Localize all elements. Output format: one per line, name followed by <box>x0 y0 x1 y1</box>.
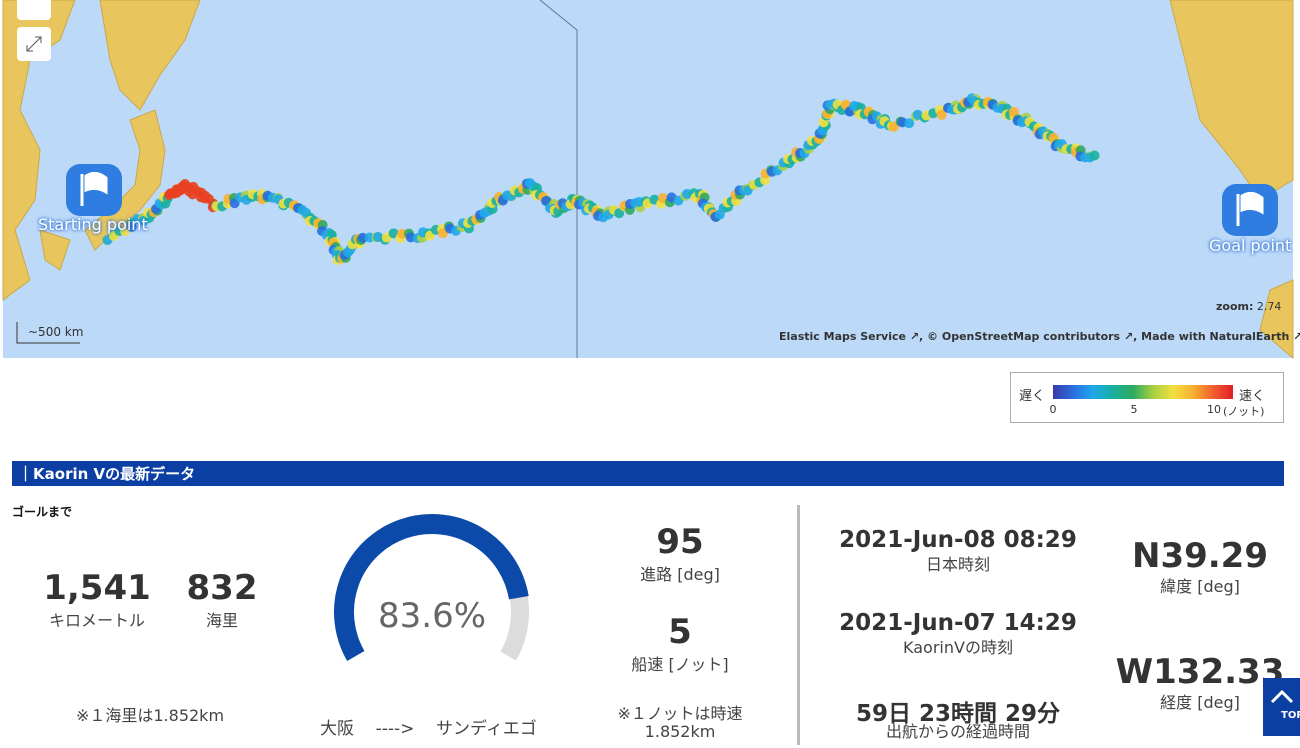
attribution-link[interactable]: , © OpenStreetMap contributors <box>919 330 1121 343</box>
boat-time: 2021-Jun-07 14:29 <box>839 610 1077 636</box>
scale-label: ~500 km <box>28 325 84 339</box>
track-point <box>888 121 899 132</box>
land <box>1259 279 1294 360</box>
top-label: TOP <box>1281 710 1300 721</box>
attribution-link[interactable]: , Made with NaturalEarth <box>1133 330 1290 343</box>
map <box>2 0 1294 360</box>
track-point <box>126 222 137 232</box>
legend-slow: 遅く <box>1019 389 1046 404</box>
elapsed-label: 出航からの経過時間 <box>885 722 1031 741</box>
latitude: N39.29 <box>1132 536 1268 576</box>
goal-label: Goal point <box>1209 236 1292 255</box>
land <box>39 229 71 271</box>
distance-nm: 832 <box>186 568 258 608</box>
course-label: 進路 [deg] <box>640 565 720 584</box>
zoom-value: 2.74 <box>1256 300 1282 313</box>
icon <box>26 36 42 52</box>
speed-label: 船速 [ノット] <box>631 655 729 674</box>
jst-label: 日本時刻 <box>925 555 991 574</box>
section-title: Kaorin Vの最新データ <box>33 465 196 483</box>
ocean <box>3 0 1293 358</box>
attribution-link[interactable]: Elastic Maps Service <box>779 330 906 343</box>
start-marker <box>66 164 122 216</box>
legend-tick: 5 <box>1130 403 1138 416</box>
arrow: ----> <box>375 719 415 739</box>
track-point <box>936 109 947 120</box>
elapsed-time: 59日 23時間 29分 <box>855 701 1061 727</box>
jst-time: 2021-Jun-08 08:29 <box>839 527 1077 553</box>
divider <box>797 505 800 745</box>
zoom-label: zoom: <box>1216 300 1254 313</box>
scale-bar <box>16 322 80 344</box>
progress-label: 83.6% <box>377 596 487 636</box>
note: ※１海里は1.852km <box>75 706 225 725</box>
section-header: ｜Kaorin Vの最新データ <box>12 461 1284 486</box>
legend-unit: (ノット) <box>1223 405 1265 418</box>
legend-tick: 0 <box>1049 403 1057 416</box>
track-point <box>1089 150 1100 161</box>
course-value: 95 <box>656 522 704 562</box>
icon <box>80 171 108 206</box>
boat-label: KaorinVの時刻 <box>903 638 1013 657</box>
distance-nm-label: 海里 <box>205 611 239 630</box>
land <box>99 0 201 111</box>
start-label: Starting point <box>38 215 148 234</box>
to: サンディエゴ <box>436 719 537 739</box>
dateline <box>539 0 578 31</box>
track-point <box>1008 106 1019 117</box>
distance-km-label: キロメートル <box>48 611 146 630</box>
distance-km: 1,541 <box>43 568 151 608</box>
progress-gauge <box>334 514 529 661</box>
note: 1.852km <box>644 722 716 741</box>
legend-fast: 速く <box>1239 389 1266 404</box>
goal-marker <box>1222 184 1278 236</box>
icon <box>1270 689 1294 704</box>
gauge-value <box>334 514 529 661</box>
to-goal-label: ゴールまで <box>12 505 73 519</box>
from: 大阪 <box>320 719 354 739</box>
map-control[interactable] <box>17 0 51 20</box>
latitude-label: 緯度 [deg] <box>1160 577 1240 596</box>
track-point <box>904 118 915 129</box>
land <box>2 0 76 301</box>
longitude: W132.33 <box>1115 652 1285 692</box>
legend-gradient <box>1053 385 1233 399</box>
icon <box>1236 191 1264 226</box>
note: ※１ノットは時速 <box>617 704 743 723</box>
top-button[interactable]: TOP <box>1263 678 1300 736</box>
track-point <box>614 208 625 219</box>
speed-value: 5 <box>668 612 692 652</box>
legend-tick: 10 <box>1207 403 1221 416</box>
track <box>102 93 1100 265</box>
speed-legend: 遅く 速く 0 5 10 (ノット) <box>1010 372 1284 423</box>
longitude-label: 経度 [deg] <box>1160 693 1240 712</box>
